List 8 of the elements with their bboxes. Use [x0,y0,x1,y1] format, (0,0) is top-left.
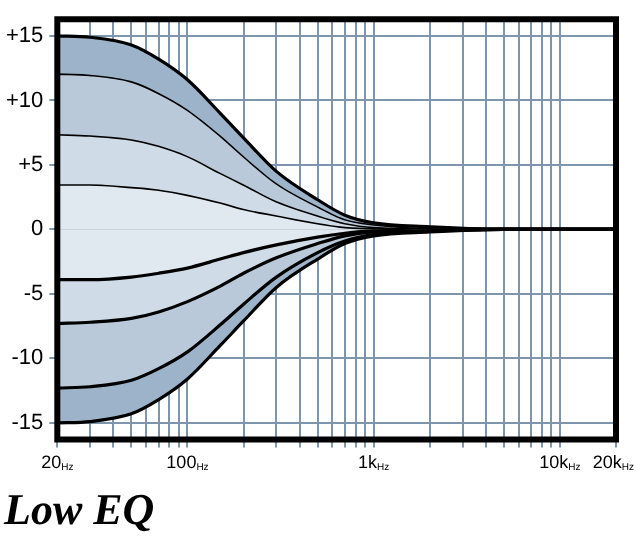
y-tick-label: 0 [31,217,44,242]
y-tick-label: +15 [5,24,44,49]
y-tick-label: +10 [5,88,44,113]
y-tick-label: +5 [18,152,44,177]
y-tick-label: -10 [11,346,44,371]
y-tick-label: -15 [11,410,44,435]
y-tick-label: -5 [23,281,44,306]
text: Low EQ [4,484,157,536]
